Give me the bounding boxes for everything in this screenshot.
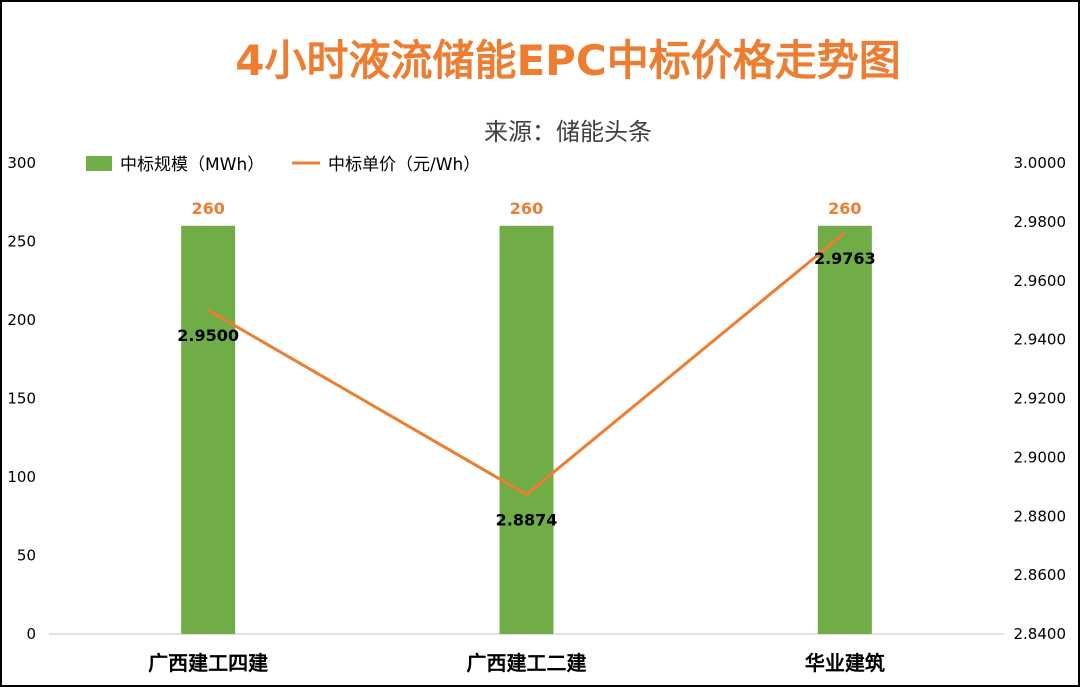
y-right-tick-label: 2.9800 <box>1014 213 1067 231</box>
line-data-label: 2.9500 <box>177 326 239 345</box>
y-axis-right: 2.8400 2.8600 2.8800 2.9000 2.9200 2.9400 2.96… <box>1014 154 1067 643</box>
bar-data-labels: 260 260 260 <box>191 199 861 218</box>
x-category-label: 广西建工四建 <box>148 651 268 675</box>
y-right-tick-label: 2.8400 <box>1014 625 1067 643</box>
y-right-tick-label: 2.8600 <box>1014 566 1067 584</box>
x-axis-categories: 广西建工四建 广西建工二建 华业建筑 <box>148 651 885 675</box>
y-right-tick-label: 2.9200 <box>1014 390 1067 408</box>
y-left-tick-label: 150 <box>7 390 36 408</box>
legend-label-line: 中标单价（元/Wh） <box>328 155 480 175</box>
y-left-tick-label: 250 <box>7 233 36 251</box>
y-right-tick-label: 3.0000 <box>1014 154 1067 172</box>
legend-swatch-bar <box>86 156 112 171</box>
legend: 中标规模（MWh） 中标单价（元/Wh） <box>86 155 480 175</box>
line-data-labels: 2.9500 2.8874 2.9763 <box>177 249 875 530</box>
line-data-label: 2.9763 <box>814 249 876 268</box>
line-series <box>207 231 846 496</box>
y-right-tick-label: 2.9600 <box>1014 272 1067 290</box>
bar-series <box>181 225 872 635</box>
y-right-tick-label: 2.9400 <box>1014 331 1067 349</box>
bar <box>817 225 872 635</box>
line-data-label: 2.8874 <box>496 510 558 529</box>
price-line <box>207 231 846 496</box>
y-right-tick-label: 2.8800 <box>1014 507 1067 525</box>
y-left-tick-label: 100 <box>7 468 36 486</box>
y-left-tick-label: 50 <box>17 547 36 565</box>
bar <box>499 225 554 635</box>
bar-data-label: 260 <box>828 199 861 218</box>
y-axis-left: 0 50 100 150 200 250 300 <box>7 154 36 643</box>
y-left-tick-label: 300 <box>7 154 36 172</box>
chart-subtitle: 来源：储能头条 <box>484 118 652 146</box>
bar-data-label: 260 <box>510 199 543 218</box>
chart-title: 4小时液流储能EPC中标价格走势图 <box>235 36 901 85</box>
x-category-label: 广西建工二建 <box>467 651 587 675</box>
y-left-tick-label: 200 <box>7 311 36 329</box>
bar <box>181 225 236 635</box>
y-left-tick-label: 0 <box>26 625 36 643</box>
x-category-label: 华业建筑 <box>805 651 885 675</box>
y-right-tick-label: 2.9000 <box>1014 448 1067 466</box>
legend-label-bar: 中标规模（MWh） <box>120 155 264 175</box>
bar-data-label: 260 <box>191 199 224 218</box>
